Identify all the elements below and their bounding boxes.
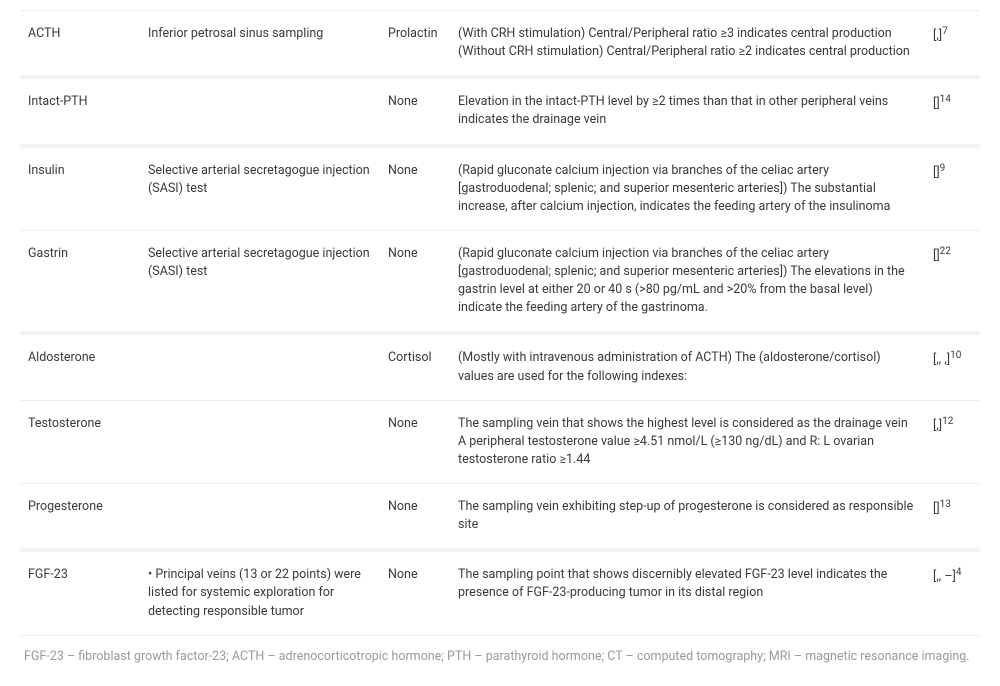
page-container: ACTHInferior petrosal sinus samplingProl… xyxy=(0,0,1000,686)
interpretation-cell: (Rapid gluconate calcium injection via b… xyxy=(450,230,925,333)
interpretation-cell: Elevation in the intact-PTH level by ≥2 … xyxy=(450,77,925,145)
table-group: FGF-23• Principal veins (13 or 22 points… xyxy=(20,550,980,635)
reference-superscript: 10 xyxy=(950,350,961,361)
reference-cell: [,, –]4 xyxy=(925,550,980,635)
table-row: GastrinSelective arterial secretagogue i… xyxy=(20,230,980,333)
reference-superscript: 4 xyxy=(956,567,962,578)
adjunct-cell: Prolactin xyxy=(380,11,450,78)
method-cell xyxy=(140,400,380,483)
adjunct-cell: None xyxy=(380,484,450,551)
reference-bracket: [,, –] xyxy=(933,569,956,584)
hormone-cell: Intact-PTH xyxy=(20,77,140,145)
reference-bracket: [,] xyxy=(933,28,942,43)
hormone-cell: FGF-23 xyxy=(20,550,140,635)
table-group: InsulinSelective arterial secretagogue i… xyxy=(20,146,980,334)
adjunct-cell: None xyxy=(380,550,450,635)
method-cell xyxy=(140,484,380,551)
table-row: ACTHInferior petrosal sinus samplingProl… xyxy=(20,11,980,78)
hormone-cell: Insulin xyxy=(20,146,140,231)
reference-cell: [,, ,]10 xyxy=(925,333,980,400)
method-cell: Selective arterial secretagogue injectio… xyxy=(140,146,380,231)
interpretation-cell: The sampling point that shows discernibl… xyxy=(450,550,925,635)
reference-bracket: [,] xyxy=(933,418,942,433)
reference-cell: []9 xyxy=(925,146,980,231)
reference-superscript: 14 xyxy=(940,94,951,105)
adjunct-cell: None xyxy=(380,400,450,483)
reference-cell: [,]7 xyxy=(925,11,980,78)
table-row: FGF-23• Principal veins (13 or 22 points… xyxy=(20,550,980,635)
reference-bracket: [,, ,] xyxy=(933,353,950,368)
interpretation-cell: The sampling vein that shows the highest… xyxy=(450,400,925,483)
hormone-cell: ACTH xyxy=(20,11,140,78)
method-cell: Inferior petrosal sinus sampling xyxy=(140,11,380,78)
method-cell xyxy=(140,333,380,400)
method-cell: Selective arterial secretagogue injectio… xyxy=(140,230,380,333)
table-group: ACTHInferior petrosal sinus samplingProl… xyxy=(20,11,980,78)
table-row: Progesterone NoneThe sampling vein exhibi… xyxy=(20,484,980,551)
reference-cell: [,]12 xyxy=(925,400,980,483)
table-group: Aldosterone Cortisol(Mostly with intraven… xyxy=(20,333,980,550)
reference-cell: []13 xyxy=(925,484,980,551)
hormone-cell: Aldosterone xyxy=(20,333,140,400)
reference-bracket: [] xyxy=(933,248,940,263)
method-cell: • Principal veins (13 or 22 points) were… xyxy=(140,550,380,635)
table-row: Aldosterone Cortisol(Mostly with intraven… xyxy=(20,333,980,400)
adjunct-cell: None xyxy=(380,146,450,231)
method-cell xyxy=(140,77,380,145)
table-row: Intact-PTH NoneElevation in the intact-PT… xyxy=(20,77,980,145)
interpretation-cell: (Mostly with intravenous administration … xyxy=(450,333,925,400)
table-footnote: FGF-23 – fibroblast growth factor-23; AC… xyxy=(20,648,980,667)
reference-superscript: 9 xyxy=(940,163,946,174)
reference-cell: []14 xyxy=(925,77,980,145)
reference-superscript: 7 xyxy=(942,26,948,37)
interpretation-cell: (Rapid gluconate calcium injection via b… xyxy=(450,146,925,231)
table-group: Intact-PTH NoneElevation in the intact-PT… xyxy=(20,77,980,145)
reference-superscript: 22 xyxy=(940,246,951,257)
reference-superscript: 13 xyxy=(940,499,951,510)
interpretation-cell: The sampling vein exhibiting step-up of … xyxy=(450,484,925,551)
reference-bracket: [] xyxy=(933,96,940,111)
hormone-cell: Testosterone xyxy=(20,400,140,483)
reference-bracket: [] xyxy=(933,501,940,516)
reference-cell: []22 xyxy=(925,230,980,333)
table-row: InsulinSelective arterial secretagogue i… xyxy=(20,146,980,231)
adjunct-cell: Cortisol xyxy=(380,333,450,400)
reference-bracket: [] xyxy=(933,165,940,180)
adjunct-cell: None xyxy=(380,230,450,333)
table-row: Testosterone NoneThe sampling vein that s… xyxy=(20,400,980,483)
adjunct-cell: None xyxy=(380,77,450,145)
hormone-cell: Progesterone xyxy=(20,484,140,551)
interpretation-cell: (With CRH stimulation) Central/Periphera… xyxy=(450,11,925,78)
data-table: ACTHInferior petrosal sinus samplingProl… xyxy=(20,10,980,636)
hormone-cell: Gastrin xyxy=(20,230,140,333)
reference-superscript: 12 xyxy=(942,416,953,427)
